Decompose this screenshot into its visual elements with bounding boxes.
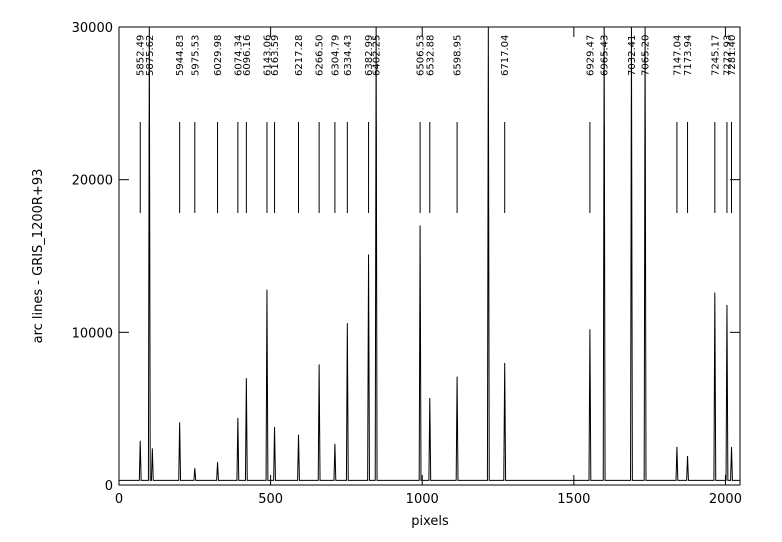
line-id-label: 6506.53: [416, 35, 427, 76]
line-id-label: 6163.59: [270, 35, 281, 76]
line-id-label: 6929.47: [585, 35, 596, 76]
line-id-label: 6334.43: [343, 35, 354, 76]
y-tick-label: 30000: [72, 21, 113, 36]
x-tick-label: 1000: [406, 492, 439, 507]
line-id-label: 5944.83: [175, 35, 186, 76]
line-id-label: 7147.04: [672, 35, 683, 76]
line-id-label: 7281.40: [727, 35, 738, 76]
line-id-label: 6717.04: [500, 35, 511, 76]
line-id-label: 6143.06: [262, 35, 273, 76]
x-tick-label: 1500: [557, 492, 590, 507]
y-tick-label: 0: [105, 479, 113, 494]
y-axis-label: arc lines - GRIS_1200R+93: [31, 169, 46, 344]
x-tick-label: 500: [258, 492, 283, 507]
x-axis-label: pixels: [411, 514, 449, 529]
line-id-label: 5852.49: [136, 35, 147, 76]
line-id-label: 6402.25: [372, 35, 383, 76]
line-id-label: 7272.93: [722, 35, 733, 76]
spectrum-line: [119, 27, 740, 481]
line-id-label: 6304.79: [330, 35, 341, 76]
y-tick-label: 20000: [72, 174, 113, 189]
x-tick-label: 2000: [709, 492, 742, 507]
line-id-label: 6965.43: [600, 35, 611, 76]
line-id-label: 6074.34: [233, 35, 244, 76]
line-id-label: 7065.20: [641, 35, 652, 76]
line-id-label: 7173.94: [683, 35, 694, 76]
line-id-label: 5975.53: [190, 35, 201, 76]
line-id-label: 6598.95: [453, 35, 464, 76]
line-id-label: 6217.28: [294, 35, 305, 76]
x-tick-label: 0: [115, 492, 123, 507]
y-tick-label: 10000: [72, 326, 113, 341]
line-id-label: 6096.16: [242, 35, 253, 76]
line-id-label: 6029.98: [213, 35, 224, 76]
line-id-label: 6532.88: [425, 35, 436, 76]
plot-frame: [118, 26, 741, 486]
line-id-label: 7245.17: [710, 35, 721, 76]
line-id-label: 5875.62: [145, 35, 156, 76]
line-id-label: 7032.41: [627, 35, 638, 76]
line-id-label: 6382.99: [364, 35, 375, 76]
line-id-label: 6266.50: [315, 35, 326, 76]
